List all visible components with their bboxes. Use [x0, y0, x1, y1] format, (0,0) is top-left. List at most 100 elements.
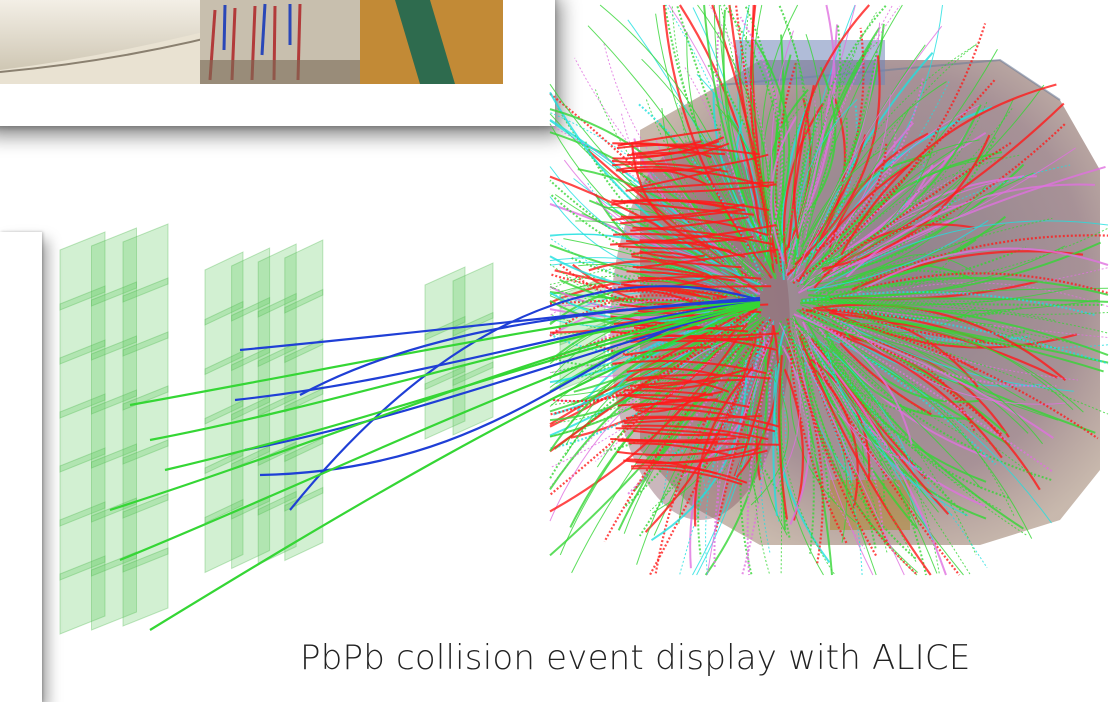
track	[818, 358, 964, 576]
figure-caption: PbPb collision event display with ALICE	[300, 638, 971, 678]
detector-plate	[59, 501, 106, 581]
track	[621, 142, 712, 159]
track	[697, 4, 773, 265]
track	[733, 324, 775, 477]
track	[851, 307, 1028, 346]
detector-plate	[59, 393, 106, 473]
track	[620, 203, 746, 218]
track	[840, 83, 1057, 256]
track	[626, 367, 717, 376]
track	[813, 223, 975, 289]
track	[839, 342, 932, 416]
track	[811, 307, 1078, 381]
detector-plate	[284, 387, 324, 463]
track	[750, 370, 789, 506]
track	[801, 308, 1099, 440]
track	[808, 241, 1102, 298]
track	[803, 353, 905, 576]
track	[778, 4, 807, 245]
track	[708, 4, 771, 250]
detector-plate	[122, 547, 169, 627]
track	[788, 24, 842, 260]
track	[628, 442, 732, 457]
track	[789, 334, 848, 543]
track	[825, 337, 1010, 499]
track	[639, 239, 746, 258]
track	[778, 355, 789, 520]
track	[815, 163, 1025, 283]
track	[853, 311, 1109, 364]
detector-plate	[204, 300, 244, 376]
track	[650, 360, 748, 542]
track	[815, 358, 938, 574]
track	[792, 23, 987, 285]
track	[705, 333, 772, 576]
track	[722, 9, 777, 280]
detector-plate	[284, 437, 324, 512]
track	[629, 288, 708, 310]
track	[618, 245, 710, 250]
track	[631, 373, 771, 380]
photo-card-side	[0, 232, 42, 702]
track	[779, 18, 811, 278]
track	[800, 217, 955, 291]
detector-plate	[91, 551, 137, 631]
track	[816, 285, 1081, 306]
forward-muon-tracks	[109, 285, 761, 631]
track	[793, 325, 918, 564]
track	[823, 304, 1109, 348]
track	[790, 94, 891, 282]
track	[810, 297, 1109, 303]
track	[760, 356, 779, 553]
track	[621, 416, 706, 423]
track	[795, 25, 943, 275]
track	[610, 224, 777, 246]
track	[603, 41, 751, 260]
track	[549, 124, 762, 287]
track	[804, 49, 998, 274]
track	[734, 4, 775, 253]
track	[625, 415, 776, 433]
track	[697, 333, 770, 557]
track	[636, 183, 777, 193]
track	[810, 344, 934, 541]
track	[799, 341, 884, 531]
track	[571, 317, 766, 574]
track	[814, 310, 1042, 387]
track	[631, 167, 722, 190]
track	[612, 359, 767, 375]
detector-plate	[122, 493, 169, 573]
detector-plate	[452, 262, 494, 337]
track	[785, 325, 831, 503]
track	[824, 98, 1014, 265]
track	[661, 107, 765, 277]
track	[813, 220, 1109, 294]
track	[789, 333, 863, 576]
track	[830, 345, 1024, 530]
track	[792, 319, 971, 576]
track	[631, 255, 742, 269]
detector-plate	[91, 281, 137, 361]
track	[800, 23, 885, 248]
track	[814, 341, 988, 569]
track	[772, 363, 781, 517]
track	[603, 340, 731, 453]
track	[792, 50, 878, 269]
track	[746, 117, 771, 247]
track	[805, 309, 979, 388]
track	[785, 317, 877, 576]
detector-plate	[204, 399, 244, 475]
track	[613, 232, 746, 243]
track	[831, 164, 1071, 278]
track	[637, 103, 761, 275]
track	[806, 311, 967, 385]
particle-tracks	[549, 4, 1109, 576]
track	[793, 4, 871, 239]
track	[793, 313, 913, 445]
track	[825, 329, 1003, 459]
track	[812, 303, 1067, 381]
track	[807, 341, 901, 488]
track	[807, 215, 1007, 292]
track	[555, 308, 759, 397]
track	[635, 447, 761, 464]
